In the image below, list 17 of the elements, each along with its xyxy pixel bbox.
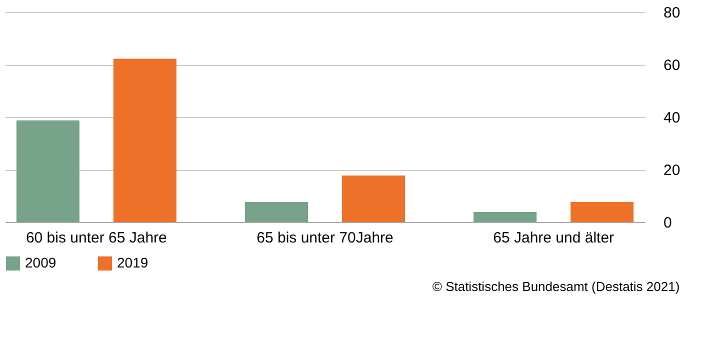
text: © Statistisches Bundesamt (Destatis 2021): [432, 279, 680, 294]
bar: [113, 58, 176, 222]
bar: [245, 202, 308, 222]
legend-label: 2009: [25, 254, 56, 270]
bar: [16, 120, 80, 222]
bar: [474, 212, 537, 222]
y-tick-label: 20: [664, 162, 680, 179]
legend-label: 2019: [117, 254, 148, 270]
bar: [342, 176, 405, 222]
y-tick-label: 80: [664, 4, 680, 22]
x-tick-label: 60 bis unter 65 Jahre: [26, 230, 167, 246]
bar: [570, 202, 634, 222]
x-tick-label: 65 bis unter 70Jahre: [256, 230, 394, 246]
x-tick-label: 65 Jahre und älter: [493, 230, 614, 246]
y-tick-label: 0: [664, 214, 672, 232]
y-tick-label: 60: [664, 57, 680, 74]
y-tick-label: 40: [664, 110, 680, 126]
